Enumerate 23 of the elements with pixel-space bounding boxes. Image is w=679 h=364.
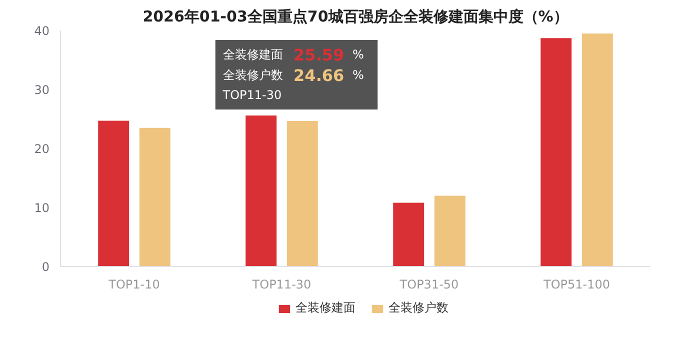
y-tick-label: 20 [34, 142, 50, 156]
x-tick-label: TOP51-100 [542, 278, 610, 292]
bar [139, 128, 170, 266]
bar [246, 116, 277, 266]
bar [98, 120, 130, 266]
chart-title: 2026年01-03全国重点70城百强房企全装修建面集中度（%） [142, 8, 568, 26]
y-tick-label: 30 [34, 83, 50, 97]
x-tick-label: TOP11-30 [251, 278, 312, 292]
bar [434, 196, 466, 266]
x-tick-label: TOP31-50 [398, 278, 459, 292]
bar [582, 33, 613, 266]
legend-label: 全装修建面 [296, 300, 356, 316]
legend-label: 全装修户数 [388, 300, 448, 316]
annotation: 全装修户数 24.66 % [222, 66, 364, 85]
bar [393, 202, 424, 266]
annotation: TOP11-30 [222, 88, 282, 102]
bar [286, 121, 318, 266]
y-tick-label: 40 [34, 24, 50, 38]
bar [540, 38, 572, 266]
y-tick-label: 0 [42, 260, 50, 274]
annotation: 全装修建面 25.59 % [222, 46, 364, 65]
y-tick-label: 10 [34, 201, 50, 215]
x-tick-label: TOP1-10 [108, 278, 160, 292]
